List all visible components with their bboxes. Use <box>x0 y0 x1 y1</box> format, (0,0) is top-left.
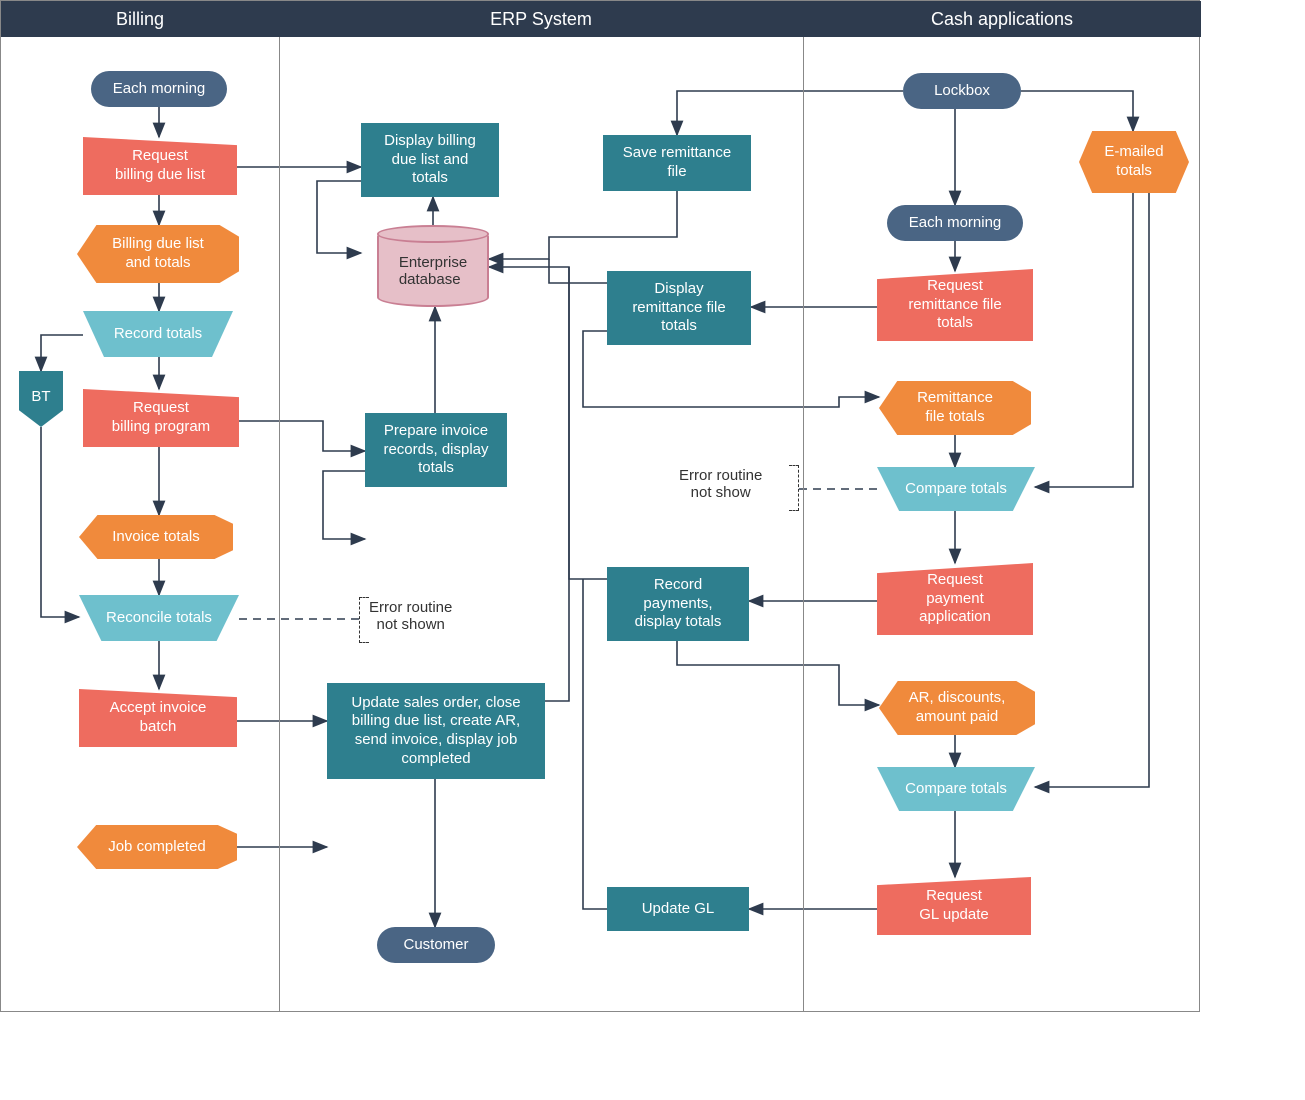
annotation-bracket <box>359 597 369 643</box>
edge <box>677 91 903 135</box>
edge <box>239 421 365 451</box>
node-req_billing_prog: Requestbilling program <box>83 389 239 447</box>
edge <box>41 335 83 371</box>
node-record_payments: Recordpayments,display totals <box>607 567 749 641</box>
node-ar_discounts: AR, discounts,amount paid <box>879 681 1035 735</box>
node-update_sales: Update sales order, closebilling due lis… <box>327 683 545 779</box>
node-save_remit: Save remittancefile <box>603 135 751 191</box>
node-update_gl: Update GL <box>607 887 749 931</box>
edge <box>549 259 607 283</box>
node-display_remit: Displayremittance filetotals <box>607 271 751 345</box>
lane-header-erp: ERP System <box>279 1 803 37</box>
lane-divider <box>279 37 280 1011</box>
edge <box>583 579 607 909</box>
node-record_totals: Record totals <box>83 311 233 357</box>
edge <box>1035 193 1149 787</box>
edge <box>1035 193 1133 487</box>
lane-header-billing: Billing <box>1 1 279 37</box>
node-invoice_totals: Invoice totals <box>79 515 233 559</box>
node-reconcile_totals: Reconcile totals <box>79 595 239 641</box>
node-prepare_invoice: Prepare invoicerecords, displaytotals <box>365 413 507 487</box>
node-each_morning_2: Each morning <box>887 205 1023 241</box>
edge <box>317 181 361 253</box>
node-label: Enterprisedatabase <box>377 227 489 307</box>
node-compare_totals_2: Compare totals <box>877 767 1035 811</box>
node-req_billing_due: Requestbilling due list <box>83 137 237 195</box>
node-billing_due_list: Billing due listand totals <box>77 225 239 283</box>
node-accept_invoice: Accept invoicebatch <box>79 689 237 747</box>
edge <box>1021 91 1133 131</box>
annotation-err1: Error routinenot shown <box>369 599 452 633</box>
edge <box>489 191 677 259</box>
lane-divider <box>803 37 804 1011</box>
annotation-bracket <box>789 465 799 511</box>
edge <box>323 471 365 539</box>
node-remit_totals: Remittancefile totals <box>879 381 1031 435</box>
edge <box>41 427 79 617</box>
node-display_billing: Display billingdue list andtotals <box>361 123 499 197</box>
node-customer: Customer <box>377 927 495 963</box>
edge <box>569 267 607 579</box>
node-each_morning_1: Each morning <box>91 71 227 107</box>
node-compare_totals_1: Compare totals <box>877 467 1035 511</box>
node-emailed_totals: E-mailedtotals <box>1079 131 1189 193</box>
node-req_gl: RequestGL update <box>877 877 1031 935</box>
annotation-err2: Error routinenot show <box>679 467 762 501</box>
node-req_payment: Requestpaymentapplication <box>877 563 1033 635</box>
edge <box>677 641 879 705</box>
node-enterprise_db: Enterprisedatabase <box>377 227 489 307</box>
node-job_completed: Job completed <box>77 825 237 869</box>
node-bt: BT <box>19 371 63 427</box>
lane-header-cash: Cash applications <box>803 1 1201 37</box>
node-req_remit: Requestremittance filetotals <box>877 269 1033 341</box>
flowchart-canvas: BillingERP SystemCash applications Each m… <box>0 0 1200 1012</box>
node-lockbox: Lockbox <box>903 73 1021 109</box>
